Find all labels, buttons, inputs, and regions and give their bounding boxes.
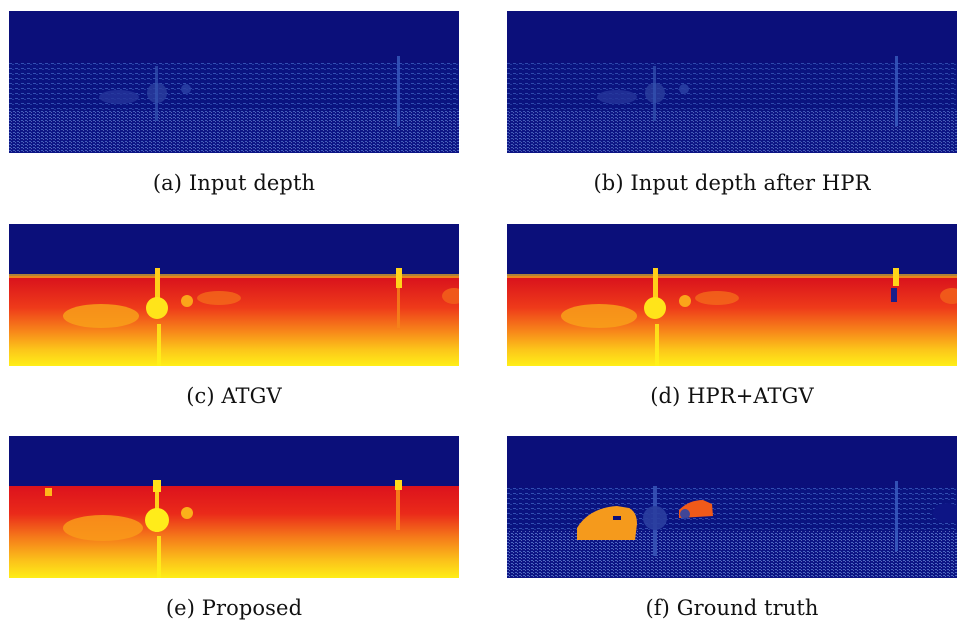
caption-d: (d) HPR+ATGV [650,384,814,408]
depth-image-ground-truth [507,436,957,578]
caption-c: (c) ATGV [186,384,282,408]
caption-a: (a) Input depth [152,171,316,195]
caption-b: (b) Input depth after HPR [593,171,871,195]
depth-image-proposed [9,436,459,578]
caption-e: (e) Proposed [165,596,303,620]
caption-f: (f) Ground truth [645,596,819,620]
depth-image-input [9,11,459,153]
depth-image-atgv [9,224,459,366]
depth-image-hpr-atgv [507,224,957,366]
depth-image-input-hpr [507,11,957,153]
